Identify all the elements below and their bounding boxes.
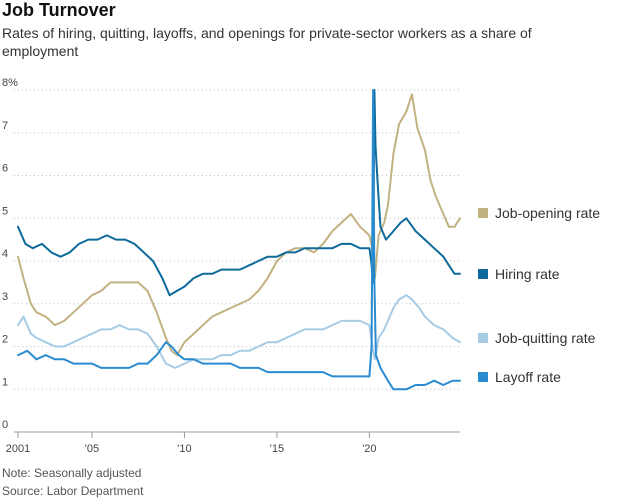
series-line-layoff-rate bbox=[17, 89, 461, 391]
x-axis-ticks: 2001 '05 '10 '15 '20 bbox=[6, 432, 377, 455]
source-text: Source: Labor Department bbox=[2, 484, 144, 498]
legend-swatch bbox=[478, 333, 488, 343]
series-line-job-quitting-rate bbox=[17, 294, 461, 369]
y-tick-label: 7 bbox=[2, 120, 8, 132]
x-tick-label: 2001 bbox=[6, 443, 30, 455]
series-line-job-opening-rate bbox=[17, 93, 461, 357]
gridlines bbox=[14, 89, 460, 433]
y-axis-ticks: 0 1 2 3 4 5 6 7 8% bbox=[2, 77, 18, 431]
legend-label: Hiring rate bbox=[495, 266, 560, 282]
y-tick-label: 6 bbox=[2, 163, 8, 175]
legend-label: Job-quitting rate bbox=[495, 330, 596, 346]
series-lines bbox=[17, 89, 461, 391]
x-tick-label: '20 bbox=[362, 443, 376, 455]
x-tick-label: '15 bbox=[270, 443, 284, 455]
x-tick-label: '05 bbox=[85, 443, 99, 455]
legend-swatch bbox=[478, 269, 488, 279]
legend-label: Layoff rate bbox=[495, 369, 561, 385]
x-tick-label: '10 bbox=[177, 443, 191, 455]
y-tick-label: 8% bbox=[2, 77, 18, 89]
note-text: Note: Seasonally adjusted bbox=[2, 466, 142, 480]
y-tick-label: 0 bbox=[2, 419, 8, 431]
chart-title: Job Turnover bbox=[2, 0, 116, 20]
series-line-hiring-rate bbox=[17, 89, 461, 297]
legend-label: Job-opening rate bbox=[495, 205, 600, 221]
y-tick-label: 2 bbox=[2, 334, 8, 346]
y-tick-label: 4 bbox=[2, 248, 8, 260]
legend-swatch bbox=[478, 208, 488, 218]
y-tick-label: 5 bbox=[2, 205, 8, 217]
legend: Job-opening rate Hiring rate Job-quitting … bbox=[478, 205, 600, 385]
chart-subtitle: Rates of hiring, quitting, layoffs, and … bbox=[2, 25, 532, 59]
y-tick-label: 3 bbox=[2, 291, 8, 303]
y-tick-label: 1 bbox=[2, 376, 8, 388]
legend-swatch bbox=[478, 372, 488, 382]
